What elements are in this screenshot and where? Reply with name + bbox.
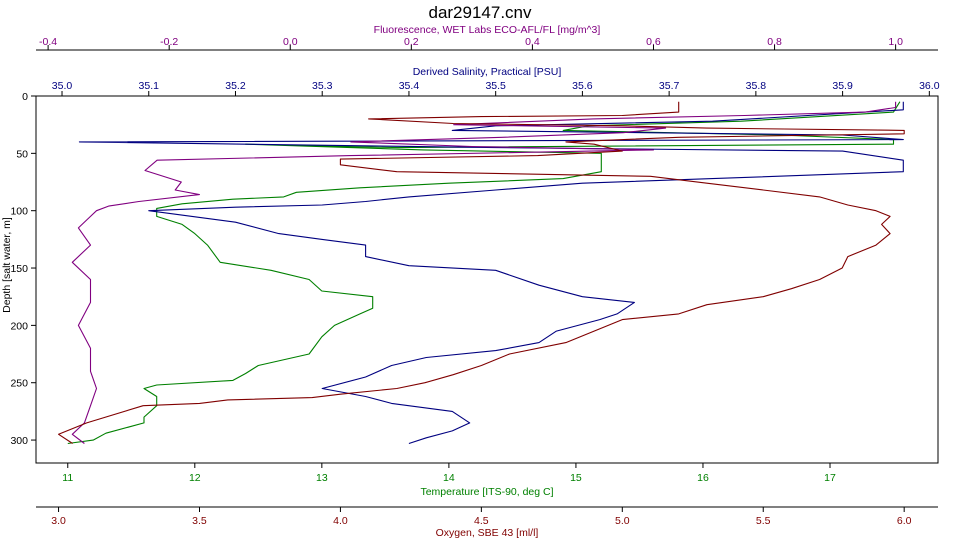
temperature-tick-label: 16 [697, 472, 709, 484]
salinity-tick-label: 35.8 [746, 80, 767, 92]
salinity-tick-label: 35.3 [312, 80, 333, 92]
depth-tick-label: 150 [10, 263, 28, 275]
salinity-tick-label: 35.6 [572, 80, 593, 92]
fluorescence-tick-label: 1.0 [888, 36, 903, 48]
depth-tick-label: 100 [10, 206, 28, 218]
fluorescence-tick-label: 0.2 [404, 36, 419, 48]
salinity-tick-label: 35.7 [659, 80, 680, 92]
salinity-tick-label: 35.9 [832, 80, 853, 92]
temperature-tick-label: 12 [189, 472, 201, 484]
fluorescence-axis-label: Fluorescence, WET Labs ECO-AFL/FL [mg/m^… [374, 24, 601, 36]
salinity-tick-label: 35.2 [225, 80, 246, 92]
oxygen-axis: 3.0 3.5 4.0 4.5 5.0 5.5 6.0 Oxygen, SBE 43 [ml… [36, 506, 938, 539]
depth-ticks: 0 50 100 150 200 250 300 [10, 91, 36, 447]
temperature-tick-label: 14 [443, 472, 455, 484]
fluorescence-axis: -0.4 -0.2 0.0 0.2 0.4 0.6 0.8 1.0 Fluorescence,… [36, 24, 938, 51]
depth-tick-label: 0 [22, 91, 28, 103]
oxygen-tick-label: 3.5 [192, 515, 207, 527]
oxygen-tick-label: 4.0 [333, 515, 348, 527]
salinity-tick-label: 35.4 [399, 80, 420, 92]
oxygen-axis-label: Oxygen, SBE 43 [ml/l] [436, 527, 539, 539]
depth-tick-label: 50 [16, 148, 28, 160]
salinity-tick-label: 35.0 [52, 80, 73, 92]
temperature-tick-label: 15 [570, 472, 582, 484]
fluorescence-tick-label: 0.0 [283, 36, 298, 48]
salinity-tick-label: 36.0 [919, 80, 940, 92]
oxygen-ticks: 3.0 3.5 4.0 4.5 5.0 5.5 6.0 [51, 507, 912, 527]
depth-axis: 0 50 100 150 200 250 300 Depth [salt water, m] [1, 91, 36, 447]
temperature-axis: 11 12 13 14 15 16 17 Temperature [ITS-90, deg … [62, 463, 836, 498]
oxygen-tick-label: 5.5 [756, 515, 771, 527]
depth-tick-label: 300 [10, 435, 28, 447]
oxygen-profile-line [58, 101, 905, 444]
temperature-tick-label: 11 [62, 472, 73, 484]
fluorescence-tick-label: -0.2 [160, 36, 178, 48]
fluorescence-tick-label: 0.6 [646, 36, 661, 48]
salinity-ticks: 35.0 35.1 35.2 35.3 35.4 35.5 35.6 35.7 35.8 35.9… [52, 80, 940, 96]
temperature-ticks: 11 12 13 14 15 16 17 [62, 463, 836, 484]
fluorescence-ticks: -0.4 -0.2 0.0 0.2 0.4 0.6 0.8 1.0 [39, 36, 903, 50]
oxygen-tick-label: 6.0 [897, 515, 912, 527]
salinity-axis-label: Derived Salinity, Practical [PSU] [413, 66, 562, 78]
series-layer [58, 101, 905, 445]
fluorescence-tick-label: 0.8 [767, 36, 782, 48]
plot-area [35, 95, 939, 464]
temperature-tick-label: 17 [824, 472, 836, 484]
fluorescence-tick-label: 0.4 [525, 36, 540, 48]
oxygen-tick-label: 3.0 [51, 515, 66, 527]
depth-tick-label: 200 [10, 320, 28, 332]
salinity-axis: 35.0 35.1 35.2 35.3 35.4 35.5 35.6 35.7 35.8 35.9… [52, 66, 940, 96]
oxygen-tick-label: 5.0 [615, 515, 630, 527]
salinity-tick-label: 35.1 [139, 80, 160, 92]
temperature-tick-label: 13 [316, 472, 328, 484]
fluorescence-tick-label: -0.4 [39, 36, 57, 48]
temperature-axis-label: Temperature [ITS-90, deg C] [420, 486, 553, 498]
salinity-profile-line [78, 101, 904, 445]
depth-axis-label: Depth [salt water, m] [1, 217, 13, 313]
chart-title: dar29147.cnv [428, 3, 532, 22]
oxygen-tick-label: 4.5 [474, 515, 489, 527]
salinity-tick-label: 35.5 [485, 80, 506, 92]
fluorescence-profile-line [71, 101, 897, 444]
depth-tick-label: 250 [10, 378, 28, 390]
